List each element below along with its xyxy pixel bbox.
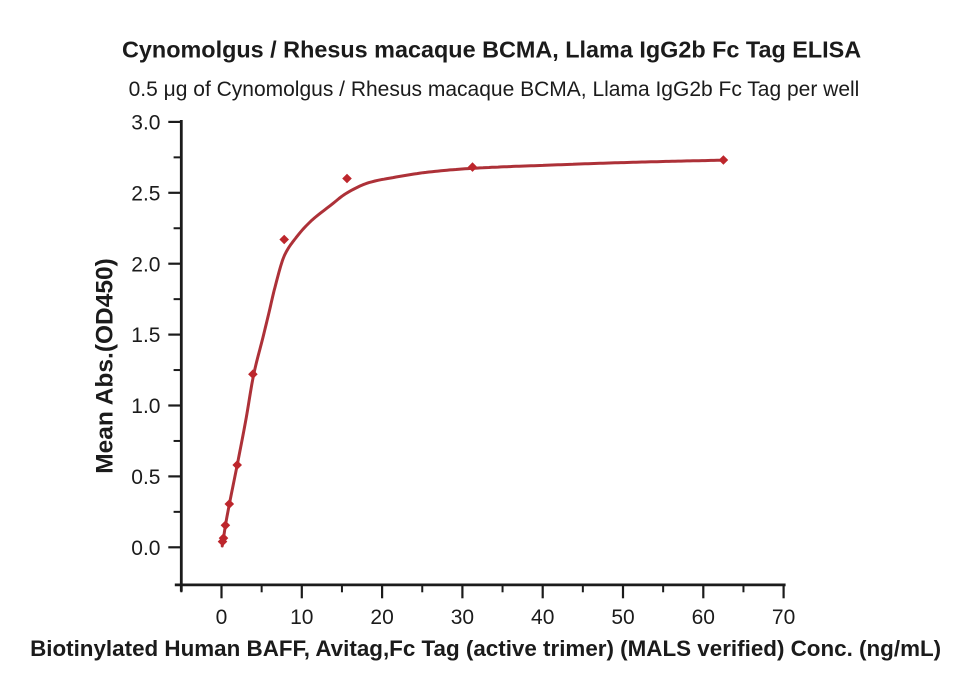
svg-text:2.0: 2.0 (131, 253, 160, 276)
svg-text:1.0: 1.0 (131, 395, 160, 418)
svg-text:3.0: 3.0 (131, 112, 160, 135)
svg-text:0.0: 0.0 (131, 537, 160, 560)
svg-text:0: 0 (216, 606, 228, 629)
svg-text:Mean Abs.(OD450): Mean Abs.(OD450) (91, 258, 118, 474)
svg-text:40: 40 (531, 606, 554, 629)
svg-text:0.5 μg of Cynomolgus / Rhesus: 0.5 μg of Cynomolgus / Rhesus macaque BC… (129, 78, 860, 101)
svg-text:10: 10 (290, 606, 313, 629)
svg-text:30: 30 (451, 606, 474, 629)
svg-text:0.5: 0.5 (131, 466, 160, 489)
svg-text:60: 60 (692, 606, 715, 629)
svg-text:2.5: 2.5 (131, 182, 160, 205)
svg-text:Biotinylated Human BAFF, Avita: Biotinylated Human BAFF, Avitag,Fc Tag (… (30, 636, 941, 661)
svg-text:50: 50 (611, 606, 634, 629)
svg-text:1.5: 1.5 (131, 324, 160, 347)
svg-text:70: 70 (772, 606, 795, 629)
svg-text:Cynomolgus / Rhesus macaque BC: Cynomolgus / Rhesus macaque BCMA, Llama … (122, 37, 861, 63)
svg-text:20: 20 (370, 606, 393, 629)
